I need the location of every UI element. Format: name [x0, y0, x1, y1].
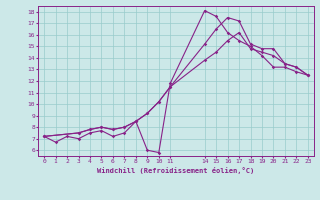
- X-axis label: Windchill (Refroidissement éolien,°C): Windchill (Refroidissement éolien,°C): [97, 167, 255, 174]
